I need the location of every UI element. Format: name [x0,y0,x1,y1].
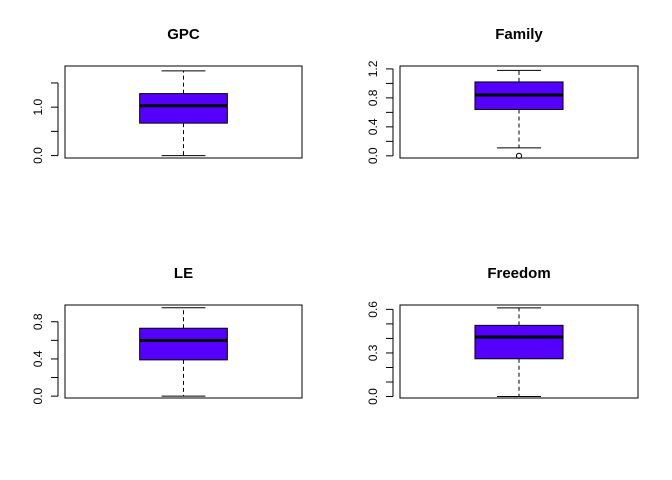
panel-le: LE 0.0 0.4 0.8 [31,265,303,404]
plot-frame-le [64,304,303,399]
y-tick-label-freedom: 0.3 [366,344,380,361]
panel-family: Family 0.0 0.4 0.8 1.2 [366,26,639,164]
panel-freedom: Freedom 0.0 0.3 0.6 [366,265,639,405]
y-tick-label-freedom: 0.0 [366,388,380,405]
y-tick-label-family: 0.4 [366,118,380,135]
panel-gpc: GPC 0.0 1.0 [31,26,303,164]
box-freedom [474,324,564,360]
y-tick-label-gpc: 1.0 [31,98,45,115]
y-tick-label-family: 1.2 [366,60,380,77]
plot-frame-freedom [399,304,639,399]
box-le [139,327,228,361]
y-tick-label-le: 0.0 [31,387,45,404]
y-tick-label-family: 0.0 [366,147,380,164]
y-tick-label-le: 0.4 [31,350,45,367]
y-tick-label-freedom: 0.6 [366,301,380,318]
y-tick-label-le: 0.8 [31,313,45,330]
box-gpc [139,93,228,124]
chart-title-gpc: GPC [167,26,200,43]
chart-title-freedom: Freedom [487,265,550,282]
outlier-point-family [515,152,523,159]
chart-title-le: LE [174,265,193,282]
chart-title-family: Family [495,26,543,43]
plot-frame-gpc [64,65,303,159]
y-tick-label-family: 0.8 [366,89,380,106]
y-tick-label-gpc: 0.0 [31,147,45,164]
